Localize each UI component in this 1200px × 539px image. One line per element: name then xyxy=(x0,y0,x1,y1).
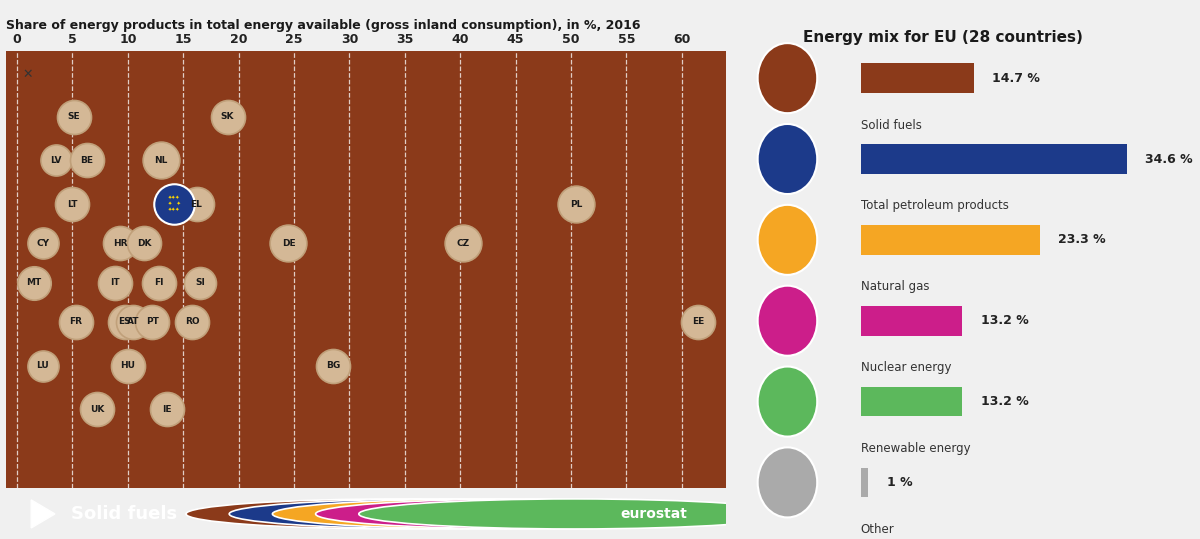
Text: Natural gas: Natural gas xyxy=(860,280,929,293)
Text: UK: UK xyxy=(90,405,104,414)
Circle shape xyxy=(757,205,817,275)
Text: LT: LT xyxy=(67,199,78,209)
Point xyxy=(62,199,82,208)
Text: EL: EL xyxy=(191,199,203,209)
Point xyxy=(218,112,238,121)
Point xyxy=(191,278,210,287)
Text: CZ: CZ xyxy=(457,239,470,248)
Text: ✕: ✕ xyxy=(23,67,32,81)
Text: BG: BG xyxy=(325,361,340,370)
Point xyxy=(110,239,130,247)
Text: IE: IE xyxy=(162,405,172,414)
Text: SE: SE xyxy=(67,112,80,121)
Text: NL: NL xyxy=(155,156,168,165)
FancyBboxPatch shape xyxy=(860,387,962,416)
FancyBboxPatch shape xyxy=(860,467,869,497)
Text: HU: HU xyxy=(120,361,136,370)
Text: Share of energy products in total energy available (gross inland consumption), i: Share of energy products in total energy… xyxy=(6,19,641,32)
Text: PT: PT xyxy=(145,317,158,327)
Text: MT: MT xyxy=(26,278,41,287)
Text: SK: SK xyxy=(221,112,234,121)
Point xyxy=(134,239,154,247)
Text: Energy mix for EU (28 countries): Energy mix for EU (28 countries) xyxy=(803,30,1084,45)
Circle shape xyxy=(186,499,618,529)
Point xyxy=(151,156,170,164)
Circle shape xyxy=(359,499,791,529)
Text: ✦✦✦
✦   ✦
✦✦✦: ✦✦✦ ✦ ✦ ✦✦✦ xyxy=(168,196,181,212)
FancyBboxPatch shape xyxy=(860,144,1127,174)
Circle shape xyxy=(272,499,704,529)
Text: Solid fuels: Solid fuels xyxy=(860,119,922,132)
Point xyxy=(149,278,168,287)
Point xyxy=(164,199,184,208)
Text: AT: AT xyxy=(127,317,139,327)
Point xyxy=(32,361,52,370)
Circle shape xyxy=(757,43,817,113)
Text: PL: PL xyxy=(570,199,583,209)
Circle shape xyxy=(757,124,817,194)
Text: SI: SI xyxy=(194,278,205,287)
Circle shape xyxy=(757,286,817,356)
Point xyxy=(119,361,138,370)
Text: Other: Other xyxy=(860,523,894,536)
Point xyxy=(124,317,143,326)
Text: 34.6 %: 34.6 % xyxy=(1145,153,1193,165)
Text: DE: DE xyxy=(282,239,295,248)
Text: EE: EE xyxy=(692,317,704,327)
Text: Renewable energy: Renewable energy xyxy=(860,442,971,455)
Circle shape xyxy=(316,499,748,529)
Point xyxy=(32,239,52,247)
Point xyxy=(64,112,83,121)
Text: 1 %: 1 % xyxy=(887,476,912,489)
Point xyxy=(689,317,708,326)
Text: Total petroleum products: Total petroleum products xyxy=(860,199,1009,212)
FancyBboxPatch shape xyxy=(860,306,962,335)
Point xyxy=(77,156,96,164)
Circle shape xyxy=(757,367,817,437)
FancyBboxPatch shape xyxy=(860,63,973,93)
Point xyxy=(182,317,202,326)
Text: Solid fuels: Solid fuels xyxy=(71,505,176,523)
Polygon shape xyxy=(31,500,55,528)
Text: RO: RO xyxy=(185,317,199,327)
Point xyxy=(47,156,66,164)
Point xyxy=(66,317,85,326)
Text: eurostat: eurostat xyxy=(620,507,688,521)
Text: 13.2 %: 13.2 % xyxy=(980,395,1028,408)
Point xyxy=(323,361,342,370)
Point xyxy=(566,199,586,208)
Point xyxy=(187,199,206,208)
Point xyxy=(143,317,162,326)
Circle shape xyxy=(229,499,661,529)
FancyBboxPatch shape xyxy=(860,225,1040,254)
Text: BE: BE xyxy=(80,156,94,165)
Text: HR: HR xyxy=(113,239,127,248)
Text: 14.7 %: 14.7 % xyxy=(992,72,1040,85)
Point xyxy=(24,278,43,287)
Text: ES: ES xyxy=(119,317,131,327)
Text: 23.3 %: 23.3 % xyxy=(1058,233,1105,246)
Text: LV: LV xyxy=(50,156,61,165)
Point xyxy=(454,239,473,247)
Point xyxy=(104,278,124,287)
Point xyxy=(115,317,134,326)
Point xyxy=(278,239,298,247)
Text: 13.2 %: 13.2 % xyxy=(980,314,1028,327)
Text: DK: DK xyxy=(137,239,151,248)
Text: CY: CY xyxy=(36,239,49,248)
Text: Nuclear energy: Nuclear energy xyxy=(860,361,952,374)
Point xyxy=(88,405,107,413)
Text: LU: LU xyxy=(36,361,49,370)
Text: FI: FI xyxy=(154,278,163,287)
Text: IT: IT xyxy=(109,278,119,287)
Circle shape xyxy=(757,447,817,517)
Text: FR: FR xyxy=(70,317,83,327)
Point xyxy=(157,405,176,413)
